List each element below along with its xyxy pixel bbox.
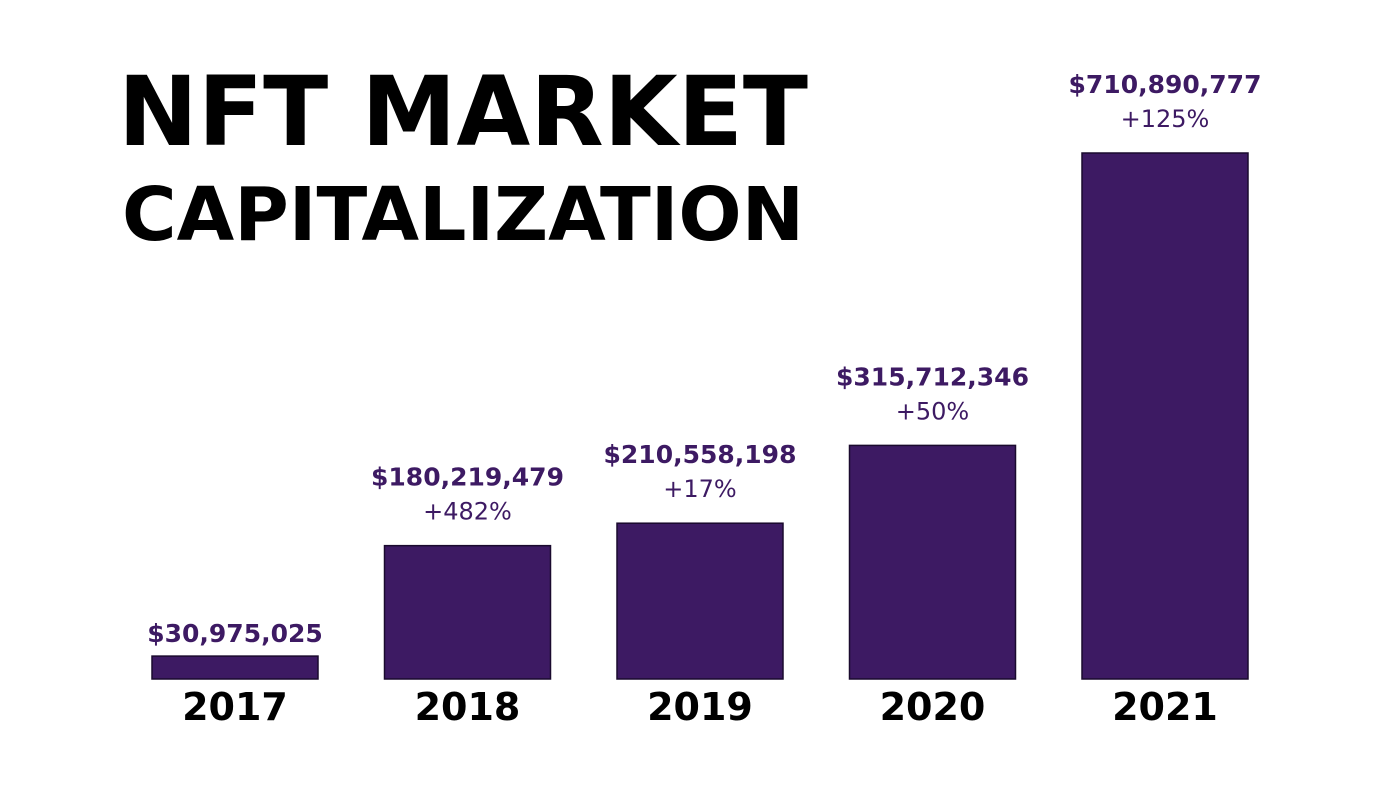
bar-2019 [616,522,784,680]
value-label-2017: $30,975,025 [147,619,323,648]
value-label-2019: $210,558,198 [604,440,797,469]
value-labels-group: $30,975,025 $180,219,479 $210,558,198 $315,… [147,70,1261,648]
bars-group [151,152,1249,680]
bar-2018 [383,544,552,680]
bar-2021 [1081,152,1249,680]
chart-title: NFT MARKET [118,56,808,168]
value-label-2020: $315,712,346 [836,362,1029,391]
change-labels-group: +482% +17% +50% +125% [423,105,1209,526]
value-label-2021: $710,890,777 [1069,70,1262,99]
bar-2017 [151,655,319,680]
change-label-2019: +17% [663,475,736,503]
value-label-2018: $180,219,479 [371,463,564,492]
change-label-2018: +482% [423,498,512,526]
change-label-2020: +50% [896,397,969,425]
year-label-2021: 2021 [1112,685,1218,729]
change-label-2021: +125% [1121,105,1210,133]
chart-subtitle: CAPITALIZATION [122,172,804,258]
year-label-2020: 2020 [880,685,986,729]
year-label-2017: 2017 [182,685,288,729]
year-label-2018: 2018 [415,685,521,729]
year-label-2019: 2019 [647,685,753,729]
bar-2020 [848,444,1017,680]
year-labels-group: 2017 2018 2019 2020 2021 [182,685,1218,729]
